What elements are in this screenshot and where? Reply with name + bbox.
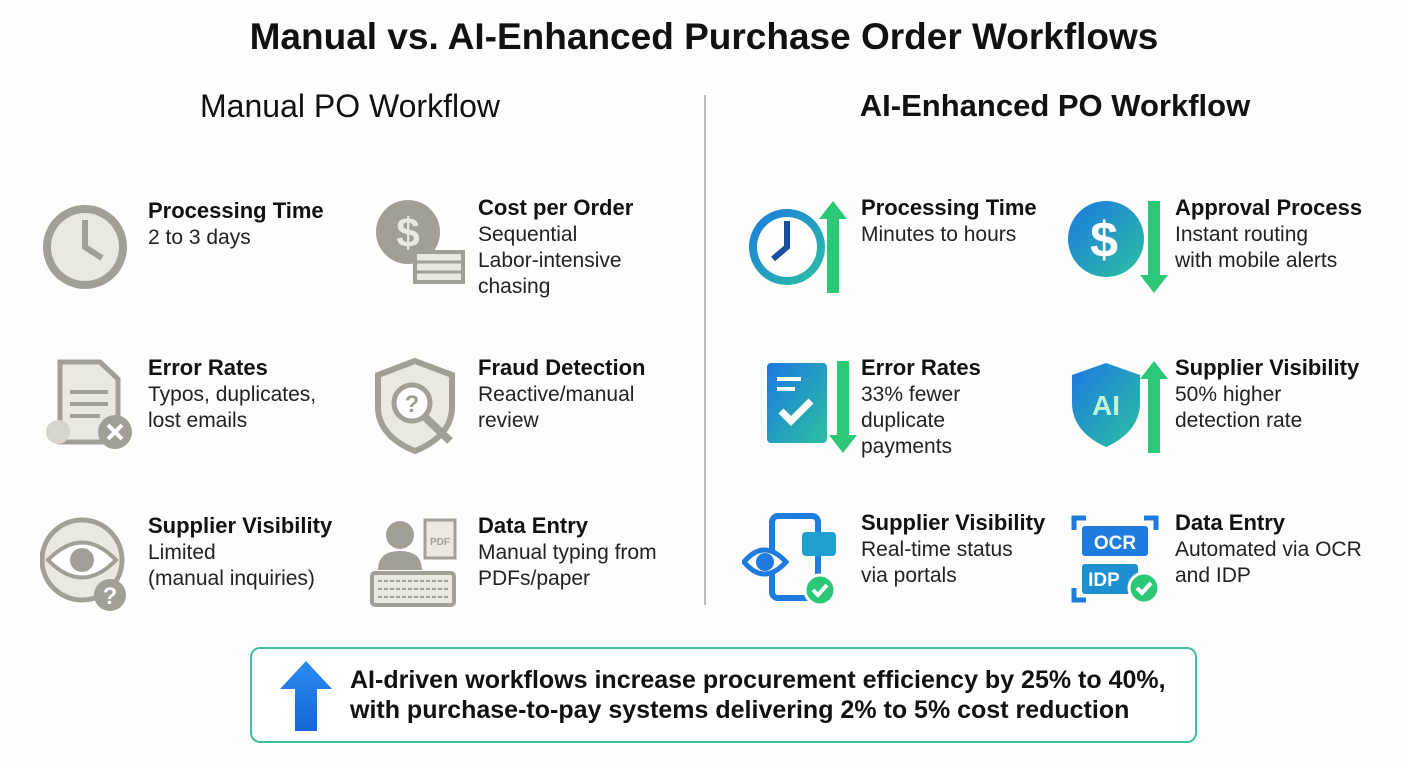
ai-heading: AI-Enhanced PO Workflow [859, 88, 1251, 123]
item-desc: Minutes to hours [861, 223, 1017, 246]
clock-icon [40, 200, 145, 300]
item-desc: payments [861, 435, 953, 458]
item-desc: Limited [148, 541, 216, 564]
svg-text:?: ? [405, 391, 420, 418]
item-desc: 2 to 3 days [148, 226, 251, 249]
manual-item: Data Entry Manual typing from PDFs/paper [478, 511, 808, 611]
item-desc: 33% fewer [861, 383, 961, 406]
item-title: Supplier Visibility [1175, 355, 1360, 380]
manual-item: Cost per Order Sequential Labor-intensive c… [478, 193, 808, 298]
shield-search-icon: ? [370, 357, 475, 457]
item-desc: Sequential [478, 223, 578, 246]
item-title: Approval Process [1175, 195, 1363, 220]
manual-item: Error Rates Typos, duplicates, lost emails [148, 353, 478, 453]
item-desc: 50% higher [1175, 383, 1282, 406]
item-title: Supplier Visibility [861, 510, 1046, 535]
ocr-idp-check-icon: OCR IDP [1068, 512, 1173, 612]
ai-item: Supplier Visibility 50% higher detection r… [1175, 353, 1408, 453]
item-desc: and IDP [1175, 564, 1251, 587]
item-desc: lost emails [148, 409, 248, 432]
summary-line: with purchase-to-pay systems delivering … [350, 696, 1130, 724]
item-desc: PDFs/paper [478, 567, 591, 590]
person-keyboard-icon: PDF [370, 515, 475, 615]
item-desc: Labor-intensive [478, 249, 622, 272]
item-desc: Reactive/manual [478, 383, 635, 406]
item-title: Processing Time [148, 198, 324, 223]
summary-box: AI-driven workflows increase procurement… [250, 647, 1197, 743]
ai-item: Supplier Visibility Real-time status via p… [861, 508, 1191, 608]
item-title: Cost per Order [478, 195, 634, 220]
svg-text:PDF: PDF [430, 537, 450, 548]
divider [704, 95, 706, 605]
arrow-up-icon [280, 661, 332, 731]
item-title: Data Entry [478, 513, 589, 538]
item-title: Supplier Visibility [148, 513, 333, 538]
svg-text:AI: AI [1092, 390, 1120, 421]
item-desc: via portals [861, 564, 957, 587]
ai-item: Error Rates 33% fewer duplicate payments [861, 353, 1191, 458]
clock-arrow-up-icon [745, 197, 850, 297]
item-desc: Typos, duplicates, [148, 383, 317, 406]
item-desc: (manual inquiries) [148, 567, 315, 590]
globe-eye-icon: ? [39, 515, 145, 615]
svg-text:?: ? [103, 583, 118, 610]
item-desc: Manual typing from [478, 541, 657, 564]
document-error-icon [40, 357, 145, 457]
document-check-arrow-down-icon [755, 357, 860, 457]
item-title: Data Entry [1175, 510, 1286, 535]
svg-text:$: $ [396, 209, 419, 256]
summary-line: AI-driven workflows increase procurement… [350, 666, 1166, 694]
ai-item: Approval Process Instant routing with mobi… [1175, 193, 1408, 293]
item-desc: review [478, 409, 539, 432]
item-title: Error Rates [148, 355, 268, 380]
manual-item: Processing Time 2 to 3 days [148, 196, 478, 296]
svg-text:OCR: OCR [1094, 533, 1137, 554]
phone-eye-check-icon [740, 512, 847, 612]
item-desc: chasing [478, 275, 551, 298]
item-desc: detection rate [1175, 409, 1303, 432]
dollar-arrow-down-icon: $ [1066, 197, 1171, 297]
item-desc: duplicate [861, 409, 946, 432]
manual-heading: Manual PO Workflow [200, 88, 500, 124]
ai-item: Processing Time Minutes to hours [861, 193, 1191, 293]
manual-item: Supplier Visibility Limited (manual inquir… [148, 511, 478, 611]
ai-shield-arrow-up-icon: AI [1066, 357, 1171, 457]
ai-item: Data Entry Automated via OCR and IDP [1175, 508, 1408, 608]
item-title: Processing Time [861, 195, 1037, 220]
manual-item: Fraud Detection Reactive/manual review [478, 353, 808, 453]
item-desc: Real-time status [861, 538, 1013, 561]
item-desc: Instant routing [1175, 223, 1309, 246]
svg-text:$: $ [1090, 212, 1118, 268]
item-desc: Automated via OCR [1175, 538, 1362, 561]
item-title: Error Rates [861, 355, 981, 380]
page-title: Manual vs. AI-Enhanced Purchase Order Wo… [249, 16, 1159, 57]
item-title: Fraud Detection [478, 355, 646, 380]
svg-text:IDP: IDP [1088, 570, 1120, 591]
item-desc: with mobile alerts [1175, 249, 1338, 272]
dollar-cash-icon: $ [370, 197, 475, 297]
